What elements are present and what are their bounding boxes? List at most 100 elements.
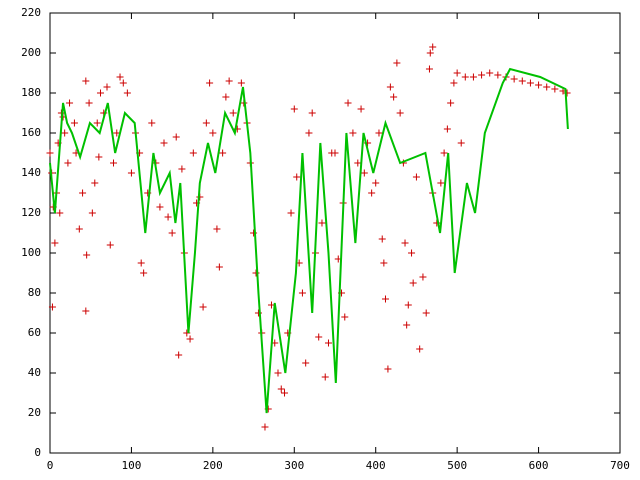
scatter-point bbox=[290, 105, 298, 113]
x-tick-label: 0 bbox=[47, 459, 54, 472]
scatter-point bbox=[425, 65, 433, 73]
scatter-point bbox=[123, 89, 131, 97]
y-tick-label: 20 bbox=[28, 406, 41, 419]
scatter-point bbox=[172, 133, 180, 141]
scatter-point bbox=[453, 69, 461, 77]
scatter-point bbox=[252, 269, 260, 277]
scatter-point bbox=[386, 83, 394, 91]
y-tick-label: 100 bbox=[21, 246, 41, 259]
scatter-point bbox=[186, 335, 194, 343]
scatter-point bbox=[443, 125, 451, 133]
scatter-point bbox=[127, 169, 135, 177]
scatter-point bbox=[51, 239, 59, 247]
scatter-point bbox=[277, 385, 285, 393]
scatter-point bbox=[401, 239, 409, 247]
scatter-point bbox=[354, 159, 362, 167]
scatter-point bbox=[372, 179, 380, 187]
scatter-point bbox=[96, 89, 104, 97]
scatter-point bbox=[298, 289, 306, 297]
scatter-point bbox=[447, 99, 455, 107]
x-tick-label: 700 bbox=[610, 459, 630, 472]
scatter-point bbox=[357, 105, 365, 113]
scatter-point bbox=[206, 79, 214, 87]
scatter-point bbox=[390, 93, 398, 101]
scatter-point bbox=[308, 109, 316, 117]
y-tick-label: 0 bbox=[34, 446, 41, 459]
scatter-point bbox=[164, 213, 172, 221]
scatter-point bbox=[416, 345, 424, 353]
scatter-point bbox=[82, 77, 90, 85]
scatter-point bbox=[403, 321, 411, 329]
scatter-point bbox=[64, 159, 72, 167]
scatter-point bbox=[61, 129, 69, 137]
scatter-point bbox=[393, 59, 401, 67]
scatter-point bbox=[209, 129, 217, 137]
scatter-point bbox=[551, 85, 559, 93]
x-tick-label: 300 bbox=[284, 459, 304, 472]
scatter-point bbox=[116, 73, 124, 81]
scatter-point bbox=[469, 73, 477, 81]
scatter-point bbox=[219, 149, 227, 157]
scatter-point bbox=[237, 79, 245, 87]
scatter-point bbox=[274, 369, 282, 377]
scatter-point bbox=[106, 241, 114, 249]
scatter-point bbox=[305, 129, 313, 137]
scatter-point bbox=[95, 153, 103, 161]
scatter-point bbox=[440, 149, 448, 157]
scatter-point bbox=[331, 149, 339, 157]
scatter-point bbox=[88, 209, 96, 217]
scatter-point bbox=[408, 249, 416, 257]
scatter-point bbox=[91, 179, 99, 187]
plot-border bbox=[49, 12, 621, 454]
scatter-point bbox=[168, 229, 176, 237]
scatter-point bbox=[368, 189, 376, 197]
scatter-point bbox=[384, 365, 392, 373]
scatter-point bbox=[543, 83, 551, 91]
scatter-point bbox=[344, 99, 352, 107]
scatter-point bbox=[396, 109, 404, 117]
scatter-point bbox=[48, 303, 56, 311]
scatter-point bbox=[518, 77, 526, 85]
scatter-point bbox=[70, 119, 78, 127]
scatter-point bbox=[321, 373, 329, 381]
scatter-point bbox=[409, 279, 417, 287]
scatter-point bbox=[225, 77, 233, 85]
scatter-point bbox=[178, 165, 186, 173]
scatter-point bbox=[46, 149, 54, 157]
scatter-point bbox=[526, 79, 534, 87]
y-tick-label: 40 bbox=[28, 366, 41, 379]
scatter-point bbox=[261, 423, 269, 431]
scatter-point bbox=[494, 71, 502, 79]
scatter-point bbox=[302, 359, 310, 367]
scatter-point bbox=[287, 209, 295, 217]
scatter-point bbox=[103, 83, 111, 91]
y-tick-label: 140 bbox=[21, 166, 41, 179]
scatter-point bbox=[478, 71, 486, 79]
scatter-point bbox=[189, 149, 197, 157]
scatter-point bbox=[426, 49, 434, 57]
scatter-point bbox=[457, 139, 465, 147]
scatter-point bbox=[156, 203, 164, 211]
scatter-point bbox=[137, 259, 145, 267]
scatter-point bbox=[110, 159, 118, 167]
scatter-point bbox=[293, 173, 301, 181]
scatter-point bbox=[281, 389, 289, 397]
scatter-point bbox=[429, 43, 437, 51]
scatter-point bbox=[461, 73, 469, 81]
x-tick-label: 500 bbox=[447, 459, 467, 472]
x-tick-label: 600 bbox=[529, 459, 549, 472]
scatter-point bbox=[378, 235, 386, 243]
scatter-point bbox=[82, 307, 90, 315]
y-tick-label: 60 bbox=[28, 326, 41, 339]
x-tick-label: 200 bbox=[203, 459, 223, 472]
scatter-point bbox=[375, 129, 383, 137]
scatter-point bbox=[175, 351, 183, 359]
x-tick-label: 100 bbox=[121, 459, 141, 472]
scatter-point bbox=[412, 173, 420, 181]
scatter-point bbox=[510, 75, 518, 83]
scatter-point bbox=[535, 81, 543, 89]
scatter-point bbox=[349, 129, 357, 137]
scatter-point bbox=[79, 189, 87, 197]
